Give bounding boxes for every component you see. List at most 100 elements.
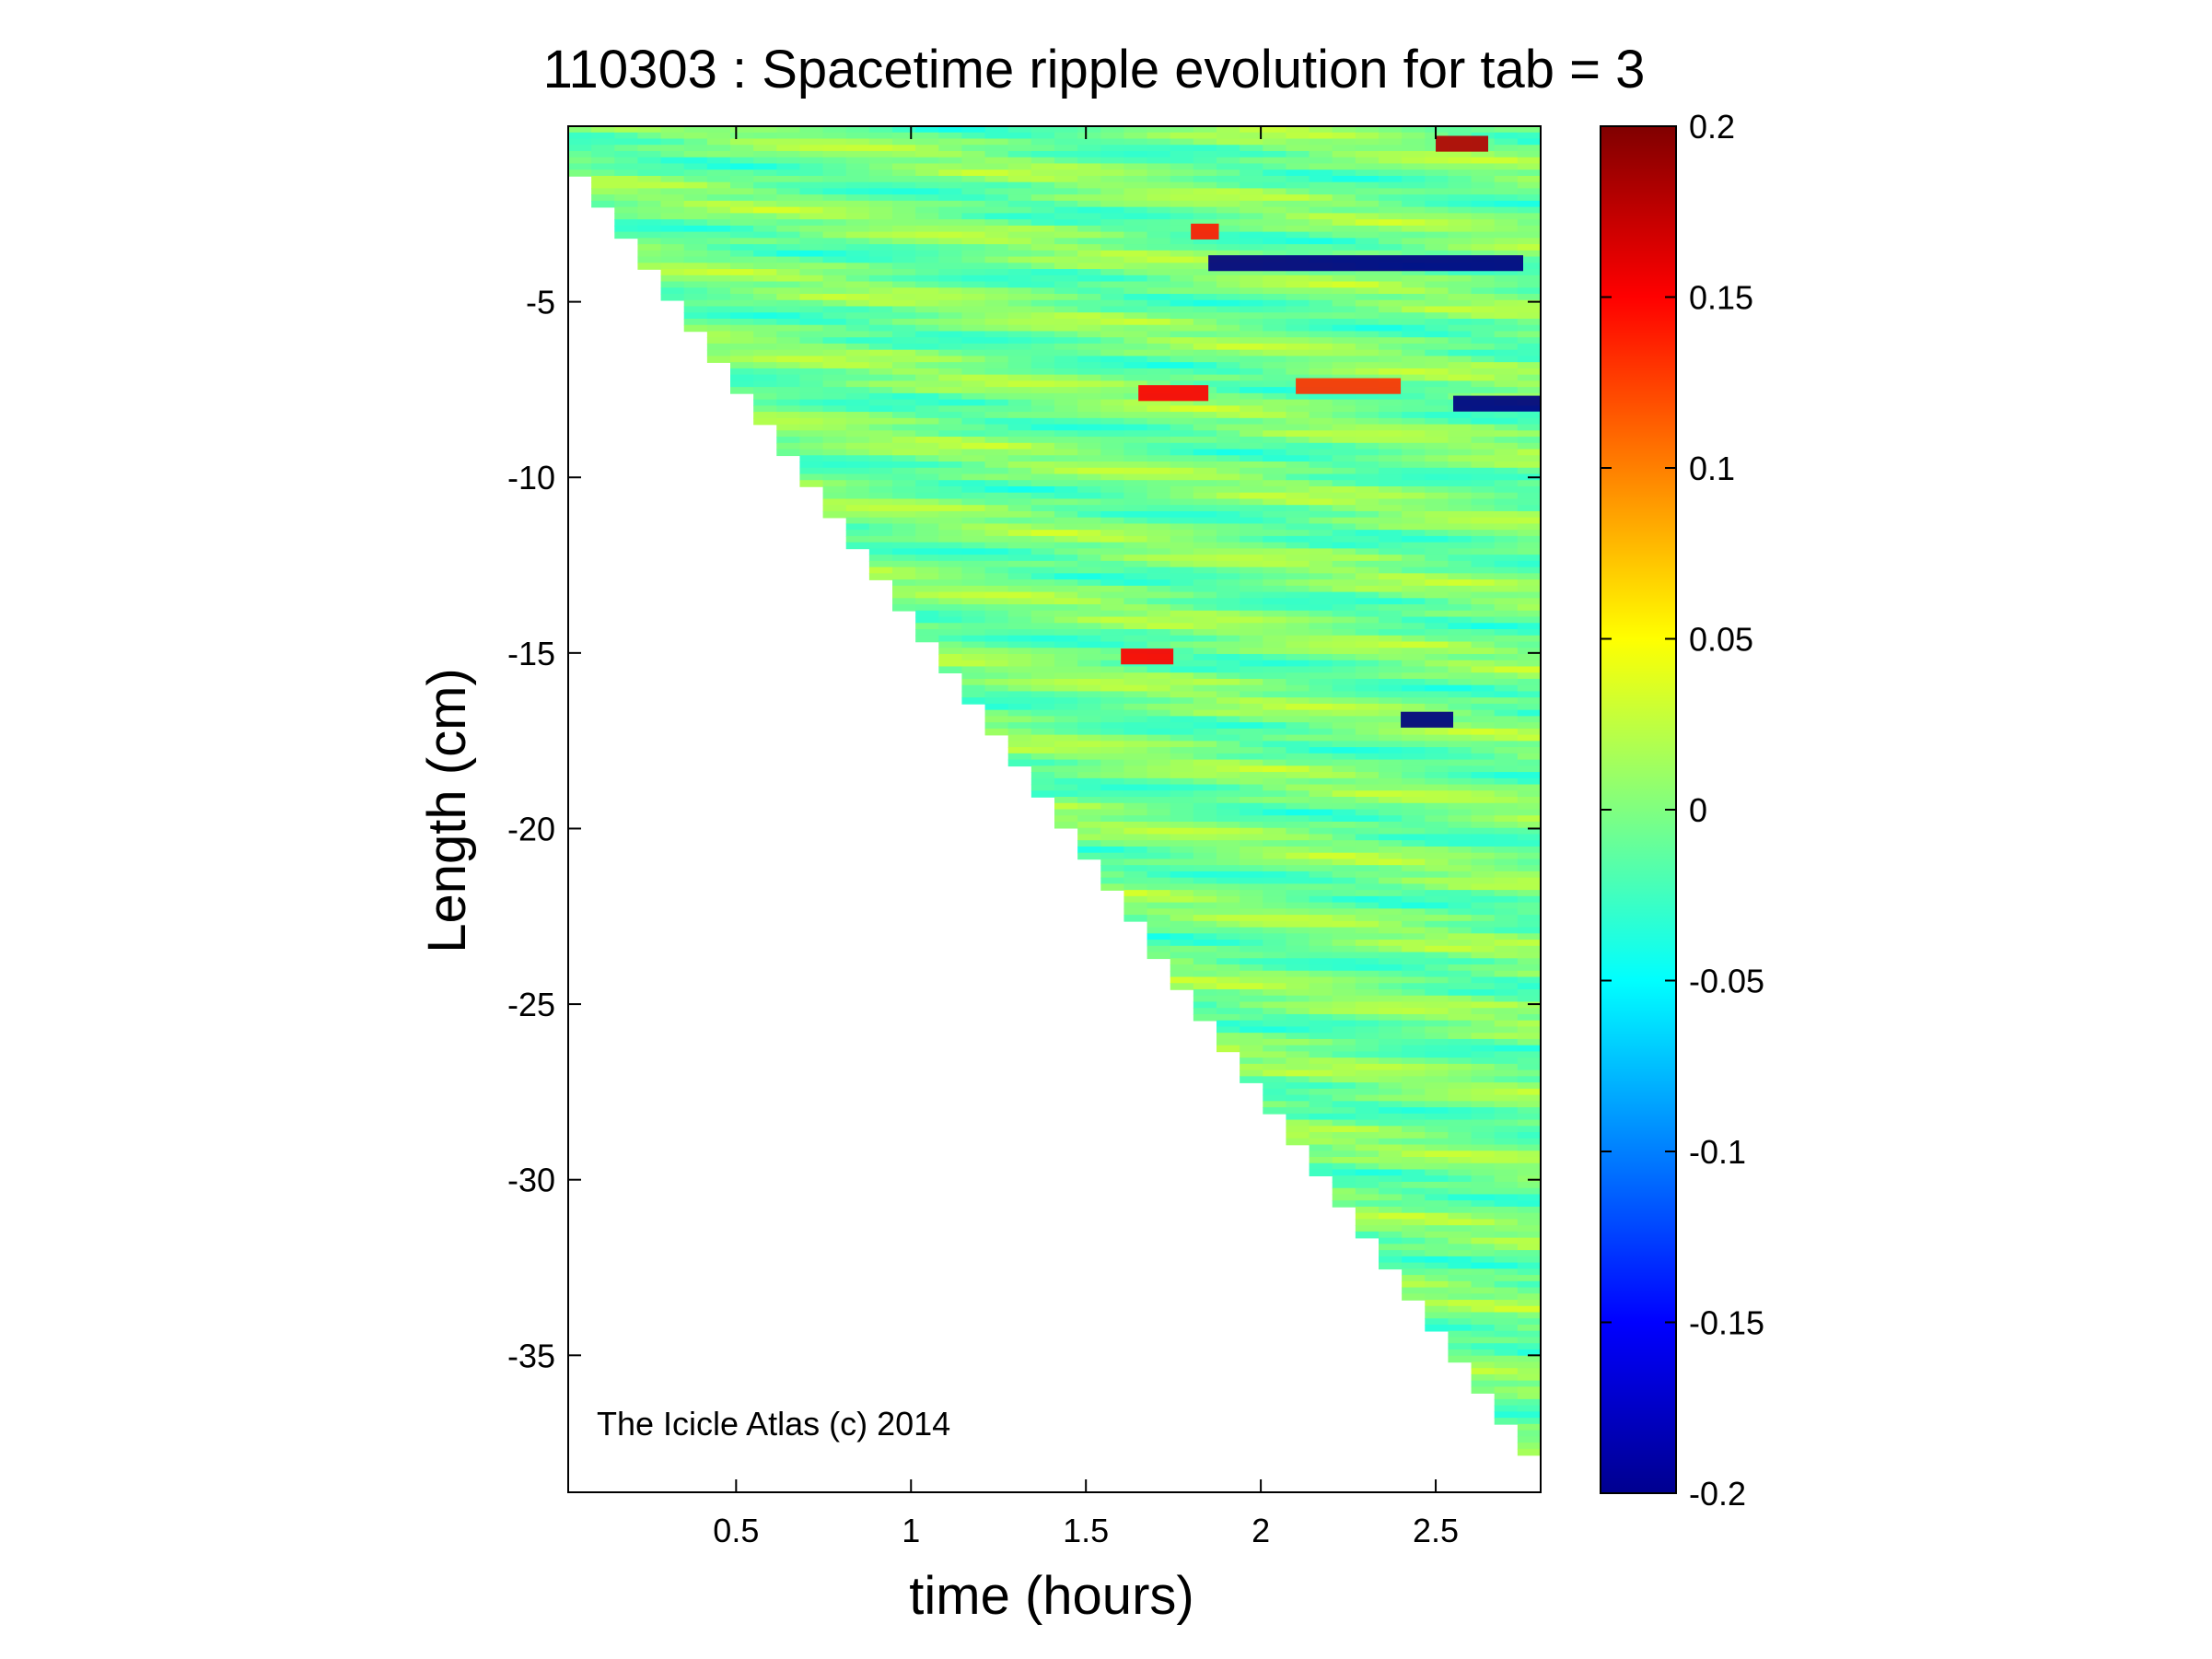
heatmap-cell bbox=[1263, 728, 1287, 736]
heatmap-cell bbox=[845, 294, 870, 301]
heatmap-cell bbox=[1054, 299, 1078, 308]
heatmap-cell bbox=[915, 343, 940, 351]
heatmap-cell bbox=[1448, 1001, 1473, 1010]
heatmap-cell bbox=[1517, 175, 1541, 183]
heatmap-cell bbox=[1100, 759, 1125, 767]
heatmap-cell bbox=[1517, 492, 1541, 500]
heatmap-cell bbox=[1517, 1231, 1541, 1239]
heatmap-cell bbox=[1286, 461, 1310, 469]
heatmap-cell bbox=[1007, 430, 1032, 438]
heatmap-cell bbox=[822, 412, 847, 419]
heatmap-cell bbox=[1448, 380, 1473, 388]
heatmap-cell bbox=[1123, 437, 1148, 444]
heatmap-cell bbox=[1402, 604, 1426, 612]
heatmap-cell bbox=[1425, 417, 1449, 426]
heatmap-cell bbox=[1517, 988, 1541, 997]
heatmap-cell bbox=[1240, 250, 1264, 258]
heatmap-cell bbox=[1332, 1132, 1356, 1139]
heatmap-cell bbox=[1355, 225, 1380, 233]
heatmap-cell bbox=[984, 449, 1009, 457]
heatmap-cell bbox=[1123, 157, 1148, 165]
heatmap-cell bbox=[1448, 1194, 1473, 1201]
heatmap-cell bbox=[1286, 306, 1310, 314]
heatmap-cell bbox=[1471, 542, 1496, 550]
heatmap-cell bbox=[1517, 1405, 1541, 1413]
heatmap-cell bbox=[1007, 169, 1032, 177]
heatmap-cell bbox=[1309, 623, 1333, 630]
heatmap-cell bbox=[1263, 542, 1287, 550]
heatmap-cell bbox=[1471, 635, 1496, 643]
heatmap-cell bbox=[1309, 734, 1333, 742]
heatmap-cell bbox=[1240, 510, 1264, 519]
heatmap-cell bbox=[1309, 1107, 1333, 1115]
heatmap-cell bbox=[1471, 194, 1496, 202]
heatmap-cell bbox=[1263, 666, 1287, 673]
heatmap-cell bbox=[1402, 231, 1426, 240]
heatmap-cell bbox=[1494, 666, 1519, 673]
heatmap-cell bbox=[1355, 691, 1380, 698]
heatmap-cell bbox=[1286, 1063, 1310, 1071]
heatmap-cell bbox=[938, 648, 963, 655]
heatmap-cell bbox=[1425, 610, 1449, 618]
heatmap-cell bbox=[776, 392, 801, 401]
heatmap-cell bbox=[1517, 1026, 1541, 1034]
heatmap-cell bbox=[1448, 1337, 1473, 1345]
heatmap-cell bbox=[1286, 188, 1310, 195]
heatmap-cell bbox=[1170, 883, 1194, 891]
heatmap-cell bbox=[984, 623, 1009, 630]
heatmap-cell bbox=[1355, 983, 1380, 990]
heatmap-cell bbox=[1494, 250, 1519, 258]
heatmap-cell bbox=[730, 349, 754, 357]
heatmap-cell bbox=[1263, 213, 1287, 220]
heatmap-cell bbox=[984, 281, 1009, 289]
heatmap-cell bbox=[1217, 648, 1240, 655]
heatmap-cell bbox=[1123, 883, 1148, 891]
heatmap-cell bbox=[1448, 604, 1473, 612]
heatmap-cell bbox=[1332, 356, 1356, 363]
heatmap-cell bbox=[660, 256, 685, 264]
heatmap-cell bbox=[1054, 797, 1078, 804]
heatmap-cell bbox=[1054, 225, 1078, 233]
heatmap-cell bbox=[1332, 275, 1356, 283]
heatmap-cell bbox=[1494, 275, 1519, 283]
heatmap-cell bbox=[1494, 1132, 1519, 1139]
heatmap-cell bbox=[1217, 449, 1240, 457]
heatmap-cell bbox=[1217, 523, 1240, 531]
heatmap-cell bbox=[1517, 709, 1541, 718]
heatmap-cell bbox=[1240, 126, 1264, 134]
heatmap-cell bbox=[1494, 542, 1519, 550]
heatmap-cell bbox=[1100, 163, 1125, 170]
heatmap-cell bbox=[1077, 256, 1102, 264]
heatmap-cell bbox=[1517, 747, 1541, 754]
heatmap-cell bbox=[1286, 697, 1310, 705]
heatmap-cell bbox=[1193, 653, 1217, 661]
heatmap-cell bbox=[1494, 1038, 1519, 1046]
heatmap-cell bbox=[1309, 815, 1333, 823]
heatmap-cell bbox=[1123, 728, 1148, 736]
heatmap-cell bbox=[1100, 299, 1125, 308]
heatmap-cell bbox=[1379, 318, 1403, 326]
heatmap-cell bbox=[892, 510, 916, 519]
heatmap-cell bbox=[1193, 815, 1217, 823]
heatmap-cell bbox=[1309, 126, 1333, 134]
heatmap-cell bbox=[1332, 437, 1356, 444]
heatmap-cell bbox=[683, 145, 708, 152]
heatmap-cell bbox=[1263, 467, 1287, 475]
heatmap-cell bbox=[1379, 579, 1403, 587]
heatmap-cell bbox=[1263, 840, 1287, 847]
heatmap-cell bbox=[706, 231, 731, 240]
heatmap-cell bbox=[1263, 324, 1287, 333]
heatmap-cell bbox=[892, 157, 916, 165]
heatmap-cell bbox=[1217, 312, 1240, 320]
heatmap-cell bbox=[1471, 324, 1496, 333]
heatmap-cell bbox=[1309, 1138, 1333, 1146]
heatmap-cell bbox=[1448, 250, 1473, 258]
heatmap-cell bbox=[1240, 1013, 1264, 1022]
heatmap-cell bbox=[961, 368, 986, 376]
heatmap-cell bbox=[1030, 306, 1055, 314]
colorbar-tick-label: -0.2 bbox=[1689, 1475, 1746, 1513]
heatmap-cell bbox=[1448, 648, 1473, 655]
heatmap-cell bbox=[1077, 157, 1102, 165]
heatmap-cell bbox=[1170, 238, 1194, 245]
heatmap-cell bbox=[1494, 591, 1519, 600]
